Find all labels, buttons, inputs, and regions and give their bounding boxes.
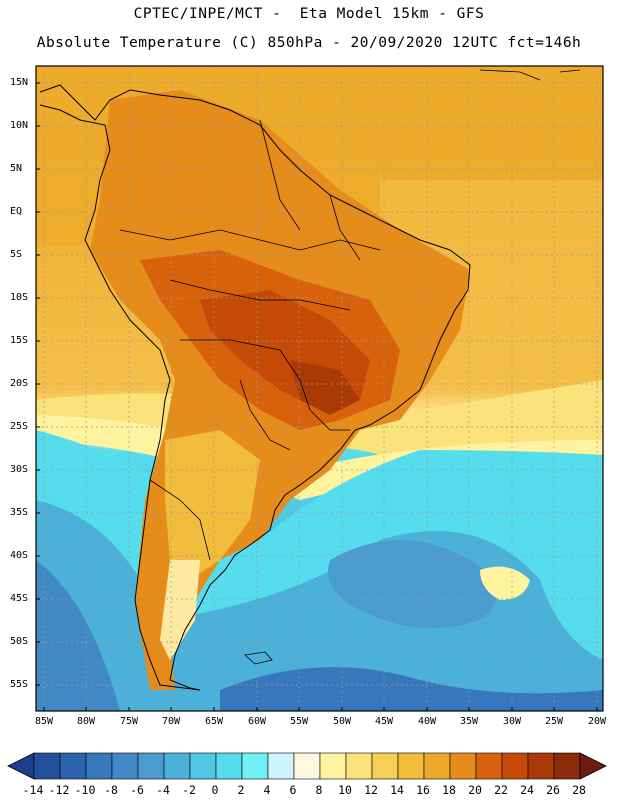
lon-label: 65W — [204, 716, 224, 727]
colorbar-arrow-left — [7, 752, 35, 780]
lat-label: 50S — [10, 636, 29, 647]
colorbar-label: 28 — [572, 783, 586, 797]
plot-frame — [35, 65, 604, 712]
map-title: CPTEC/INPE/MCT - Eta Model 15km - GFS — [133, 6, 485, 22]
lon-label: 40W — [417, 716, 437, 727]
colorbar-box — [33, 752, 61, 780]
colorbar-label: 24 — [520, 783, 534, 797]
colorbar-label: 12 — [364, 783, 378, 797]
lon-label: 75W — [119, 716, 139, 727]
colorbar-box — [501, 752, 529, 780]
colorbar-box — [241, 752, 269, 780]
colorbar-box — [345, 752, 373, 780]
colorbar-label: 18 — [442, 783, 456, 797]
lat-label: 30S — [10, 464, 29, 475]
colorbar-box — [163, 752, 191, 780]
colorbar-box — [553, 752, 581, 780]
lon-label: 80W — [76, 716, 96, 727]
colorbar-box — [475, 752, 503, 780]
colorbar-box — [267, 752, 295, 780]
lat-label: 5S — [10, 249, 23, 260]
lat-label: 45S — [10, 593, 29, 604]
lon-label: 45W — [374, 716, 394, 727]
lat-label: 20S — [10, 378, 29, 389]
colorbar-label: 20 — [468, 783, 482, 797]
falkland-islands — [244, 651, 273, 665]
colorbar-label: 8 — [315, 783, 323, 797]
colorbar-label: -2 — [182, 783, 196, 797]
colorbar-label: 0 — [211, 783, 219, 797]
lon-label: 35W — [459, 716, 479, 727]
colorbar-box — [111, 752, 139, 780]
colorbar-label: 22 — [494, 783, 508, 797]
colorbar-arrow-right — [579, 752, 607, 780]
temperature-field — [36, 66, 603, 711]
colorbar-box — [189, 752, 217, 780]
colorbar-box — [137, 752, 165, 780]
lat-label: 5N — [10, 163, 23, 174]
colorbar-box — [371, 752, 399, 780]
colorbar-label: 26 — [546, 783, 560, 797]
colorbar-label: 16 — [416, 783, 430, 797]
lon-label: 85W — [34, 716, 54, 727]
tick-marks — [36, 82, 598, 711]
colorbar-box — [449, 752, 477, 780]
colorbar-box — [215, 752, 243, 780]
colorbar-box — [397, 752, 425, 780]
lat-label: 35S — [10, 507, 29, 518]
lon-label: 25W — [544, 716, 564, 727]
lat-label: 10N — [10, 120, 29, 131]
colorbar-box — [59, 752, 87, 780]
lat-label: 15N — [10, 77, 29, 88]
colorbar-label: -4 — [156, 783, 170, 797]
lat-label: 40S — [10, 550, 29, 561]
lon-label: 50W — [332, 716, 352, 727]
lat-label: EQ — [10, 206, 23, 217]
lon-label: 30W — [502, 716, 522, 727]
colorbar-label: 2 — [237, 783, 245, 797]
colorbar-label: 6 — [289, 783, 297, 797]
coastline — [39, 84, 471, 691]
colorbar-box — [85, 752, 113, 780]
lon-label: 55W — [289, 716, 309, 727]
lon-label: 70W — [161, 716, 181, 727]
country-borders — [119, 119, 381, 561]
colorbar-box — [293, 752, 321, 780]
colorbar-label: -14 — [22, 783, 44, 797]
colorbar-label: -12 — [48, 783, 70, 797]
caribbean-islands — [479, 69, 581, 81]
colorbar-label: 10 — [338, 783, 352, 797]
colorbar-label: -8 — [104, 783, 118, 797]
lat-label: 55S — [10, 679, 29, 690]
colorbar — [7, 752, 607, 780]
lat-label: 25S — [10, 421, 29, 432]
map-subtitle: Absolute Temperature (C) 850hPa - 20/09/… — [36, 35, 582, 51]
colorbar-box — [423, 752, 451, 780]
lon-label: 20W — [587, 716, 607, 727]
colorbar-label: 4 — [263, 783, 271, 797]
colorbar-box — [527, 752, 555, 780]
colorbar-box — [319, 752, 347, 780]
lon-label: 60W — [247, 716, 267, 727]
colorbar-label: 14 — [390, 783, 404, 797]
colorbar-label: -6 — [130, 783, 144, 797]
lat-label: 15S — [10, 335, 29, 346]
lat-label: 10S — [10, 292, 29, 303]
colorbar-label: -10 — [74, 783, 96, 797]
